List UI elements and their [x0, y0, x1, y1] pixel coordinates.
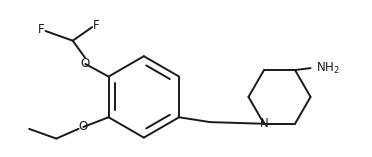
Text: NH$_2$: NH$_2$	[316, 61, 340, 76]
Text: O: O	[78, 120, 87, 133]
Text: F: F	[38, 23, 45, 36]
Text: F: F	[93, 19, 100, 32]
Text: N: N	[260, 117, 268, 130]
Text: O: O	[80, 57, 90, 70]
